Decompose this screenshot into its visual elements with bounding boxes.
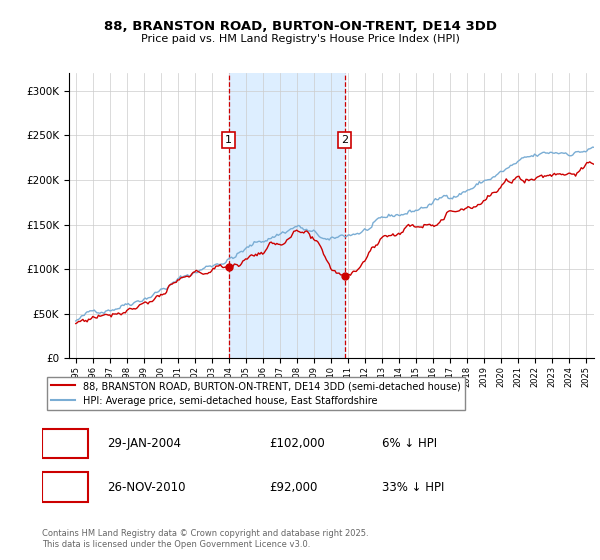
Text: 33% ↓ HPI: 33% ↓ HPI [382, 480, 445, 493]
Legend: 88, BRANSTON ROAD, BURTON-ON-TRENT, DE14 3DD (semi-detached house), HPI: Average: 88, BRANSTON ROAD, BURTON-ON-TRENT, DE14… [47, 377, 464, 410]
Bar [229, 73, 345, 358]
Text: 26-NOV-2010: 26-NOV-2010 [107, 480, 185, 493]
FancyBboxPatch shape [42, 472, 88, 502]
Text: 2: 2 [61, 480, 69, 493]
Text: 88, BRANSTON ROAD, BURTON-ON-TRENT, DE14 3DD: 88, BRANSTON ROAD, BURTON-ON-TRENT, DE14… [104, 20, 497, 32]
Text: £92,000: £92,000 [269, 480, 317, 493]
Text: 2: 2 [341, 135, 349, 144]
Text: Price paid vs. HM Land Registry's House Price Index (HPI): Price paid vs. HM Land Registry's House … [140, 34, 460, 44]
Text: 29-JAN-2004: 29-JAN-2004 [107, 437, 181, 450]
FancyBboxPatch shape [42, 429, 88, 459]
Text: 1: 1 [225, 135, 232, 144]
Text: Contains HM Land Registry data © Crown copyright and database right 2025.
This d: Contains HM Land Registry data © Crown c… [42, 529, 368, 549]
Text: 1: 1 [61, 437, 69, 450]
Text: £102,000: £102,000 [269, 437, 325, 450]
Text: 6% ↓ HPI: 6% ↓ HPI [382, 437, 437, 450]
